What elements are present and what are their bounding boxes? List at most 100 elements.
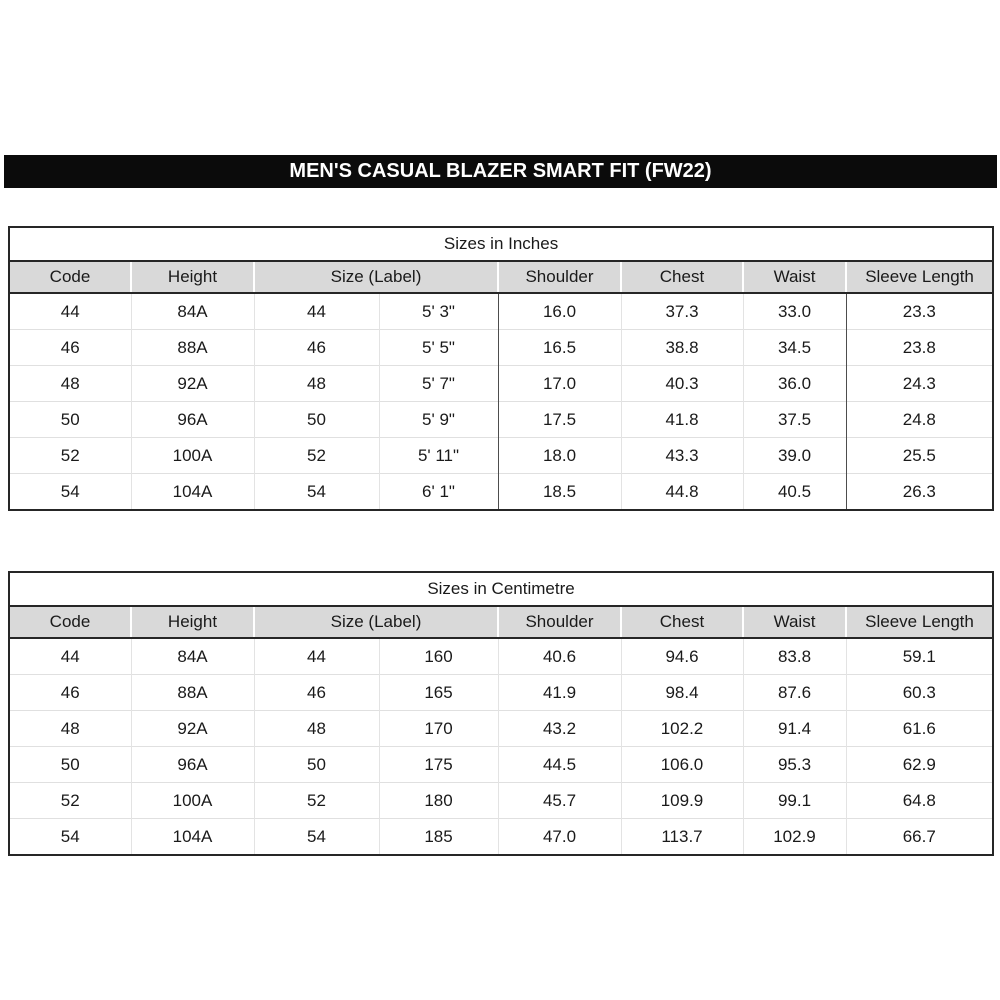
table-cell: 18.5 [497, 473, 621, 510]
column-header-size-label: Size (Label) [253, 261, 498, 294]
table-cell: 44 [9, 293, 131, 330]
table-cell: 5' 3" [378, 293, 498, 330]
table-cell: 87.6 [742, 674, 846, 711]
column-header-chest: Chest [620, 606, 743, 639]
table-cell: 39.0 [742, 437, 846, 474]
table-cell: 37.5 [742, 401, 846, 438]
column-header-size-label: Size (Label) [253, 606, 498, 639]
table-cell: 43.3 [620, 437, 743, 474]
column-header-waist: Waist [742, 606, 846, 639]
table-cell: 5' 5" [378, 329, 498, 366]
table-row: 46 88A 46 5' 5" 16.5 38.8 34.5 23.8 [9, 329, 994, 366]
table-cell: 84A [130, 293, 254, 330]
column-header-chest: Chest [620, 261, 743, 294]
column-header-code: Code [9, 606, 131, 639]
table-cell: 88A [130, 329, 254, 366]
table-cell: 52 [253, 437, 379, 474]
table-cell: 91.4 [742, 710, 846, 747]
table-cell: 18.0 [497, 437, 621, 474]
table-cell: 25.5 [845, 437, 994, 474]
table-cell: 40.5 [742, 473, 846, 510]
table-row: 48 92A 48 5' 7" 17.0 40.3 36.0 24.3 [9, 365, 994, 402]
table-cell: 52 [9, 782, 131, 819]
table-cell: 92A [130, 710, 254, 747]
table-cell: 5' 9" [378, 401, 498, 438]
table-row: 46 88A 46 165 41.9 98.4 87.6 60.3 [9, 674, 994, 711]
column-header-sleeve-length: Sleeve Length [844, 261, 994, 294]
table-row: 54 104A 54 6' 1" 18.5 44.8 40.5 26.3 [9, 473, 994, 510]
table-row: 44 84A 44 160 40.6 94.6 83.8 59.1 [9, 638, 994, 675]
table-cell: 54 [253, 473, 379, 510]
column-header-code: Code [9, 261, 131, 294]
table-cell: 38.8 [620, 329, 743, 366]
table-cell: 60.3 [845, 674, 994, 711]
table-cell: 94.6 [620, 638, 743, 675]
table-cell: 92A [130, 365, 254, 402]
table-cell: 95.3 [742, 746, 846, 783]
table-row: 52 100A 52 180 45.7 109.9 99.1 64.8 [9, 782, 994, 819]
table-cell: 26.3 [845, 473, 994, 510]
table-cell: 175 [378, 746, 498, 783]
table-cell: 46 [9, 329, 131, 366]
table-title: Sizes in Inches [9, 227, 994, 262]
centimetre-table: Sizes in Centimetre Code Height Size (La… [8, 571, 995, 856]
table-cell: 40.6 [497, 638, 621, 675]
table-cell: 113.7 [620, 818, 743, 855]
table-cell: 84A [130, 638, 254, 675]
table-cell: 23.3 [845, 293, 994, 330]
table-cell: 44.5 [497, 746, 621, 783]
table-cell: 24.8 [845, 401, 994, 438]
table-cell: 100A [130, 782, 254, 819]
table-cell: 102.9 [742, 818, 846, 855]
table-title-row: Sizes in Centimetre [9, 572, 994, 607]
table-cell: 46 [9, 674, 131, 711]
table-cell: 104A [130, 818, 254, 855]
table-title: Sizes in Centimetre [9, 572, 994, 607]
table-cell: 96A [130, 746, 254, 783]
inches-table: Sizes in Inches Code Height Size (Label)… [8, 226, 995, 511]
table-cell: 16.5 [497, 329, 621, 366]
table-row: 54 104A 54 185 47.0 113.7 102.9 66.7 [9, 818, 994, 855]
table-row: 50 96A 50 5' 9" 17.5 41.8 37.5 24.8 [9, 401, 994, 438]
table-cell: 109.9 [620, 782, 743, 819]
table-cell: 54 [9, 818, 131, 855]
table-cell: 44 [253, 293, 379, 330]
table-cell: 50 [253, 746, 379, 783]
table-cell: 44 [9, 638, 131, 675]
page-title: MEN'S CASUAL BLAZER SMART FIT (FW22) [289, 160, 712, 182]
table-cell: 66.7 [845, 818, 994, 855]
table-cell: 64.8 [845, 782, 994, 819]
table-cell: 16.0 [497, 293, 621, 330]
table-cell: 96A [130, 401, 254, 438]
table-cell: 160 [378, 638, 498, 675]
table-cell: 52 [253, 782, 379, 819]
table-cell: 50 [253, 401, 379, 438]
table-cell: 100A [130, 437, 254, 474]
table-cell: 24.3 [845, 365, 994, 402]
table-cell: 43.2 [497, 710, 621, 747]
table-cell: 50 [9, 746, 131, 783]
table-cell: 165 [378, 674, 498, 711]
table-cell: 34.5 [742, 329, 846, 366]
column-header-height: Height [130, 606, 254, 639]
table-cell: 48 [9, 710, 131, 747]
table-cell: 180 [378, 782, 498, 819]
table-cell: 50 [9, 401, 131, 438]
table-row: 50 96A 50 175 44.5 106.0 95.3 62.9 [9, 746, 994, 783]
table-cell: 48 [9, 365, 131, 402]
table-cell: 88A [130, 674, 254, 711]
table-cell: 33.0 [742, 293, 846, 330]
table-row: 52 100A 52 5' 11" 18.0 43.3 39.0 25.5 [9, 437, 994, 474]
table-cell: 5' 11" [378, 437, 498, 474]
table-row: 48 92A 48 170 43.2 102.2 91.4 61.6 [9, 710, 994, 747]
table-cell: 46 [253, 674, 379, 711]
table-cell: 23.8 [845, 329, 994, 366]
table-header-row: Code Height Size (Label) Shoulder Chest … [9, 261, 994, 294]
table-cell: 44 [253, 638, 379, 675]
table-cell: 52 [9, 437, 131, 474]
table-cell: 102.2 [620, 710, 743, 747]
table-cell: 48 [253, 365, 379, 402]
table-cell: 185 [378, 818, 498, 855]
table-cell: 98.4 [620, 674, 743, 711]
